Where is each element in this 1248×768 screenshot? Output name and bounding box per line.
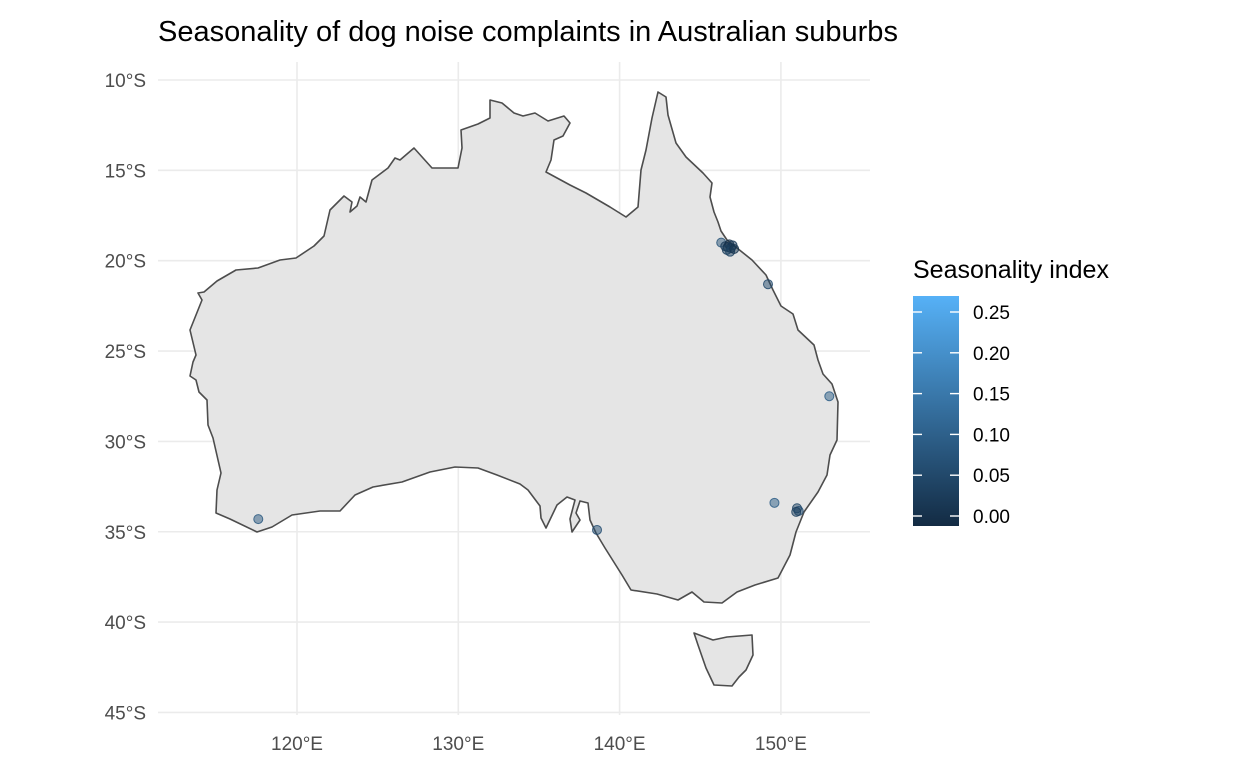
legend-break-label: 0.15	[973, 385, 1010, 406]
legend-colorbar	[913, 296, 959, 526]
legend-break-label: 0.00	[973, 507, 1010, 528]
complaint-point	[769, 497, 780, 508]
x-tick-label: 150°E	[755, 734, 807, 755]
y-tick-label: 30°S	[105, 432, 146, 453]
x-axis-tick-labels: 120°E 130°E 140°E 150°E	[271, 734, 807, 755]
chart-title: Seasonality of dog noise complaints in A…	[158, 16, 898, 48]
australia-mainland	[189, 91, 839, 604]
complaint-point	[824, 391, 835, 402]
complaint-point	[592, 524, 603, 535]
legend-break-label: 0.25	[973, 303, 1010, 324]
landmass	[189, 91, 839, 687]
complaint-points	[253, 237, 835, 535]
legend-title: Seasonality index	[913, 256, 1109, 284]
legend-break-label: 0.10	[973, 425, 1010, 446]
legend: Seasonality index 0.000.050.100.150.200.…	[913, 256, 1109, 528]
legend-break-label: 0.05	[973, 466, 1010, 487]
tasmania	[693, 632, 754, 687]
y-tick-label: 15°S	[105, 161, 146, 182]
x-tick-label: 140°E	[594, 734, 646, 755]
x-tick-label: 120°E	[271, 734, 323, 755]
y-tick-label: 35°S	[105, 523, 146, 544]
y-tick-label: 10°S	[105, 71, 146, 92]
y-tick-label: 25°S	[105, 342, 146, 363]
legend-breaks: 0.00 0.05 0.10 0.15 0.20 0.25	[913, 303, 1010, 528]
y-tick-label: 40°S	[105, 613, 146, 634]
y-axis-tick-labels: 10°S 15°S 20°S 25°S 30°S 35°S 40°S 45°S	[105, 71, 146, 724]
complaint-point	[791, 506, 802, 517]
y-tick-label: 45°S	[105, 703, 146, 724]
y-tick-label: 20°S	[105, 252, 146, 273]
legend-break-label: 0.20	[973, 344, 1010, 365]
x-tick-label: 130°E	[432, 734, 484, 755]
complaint-point	[762, 279, 773, 290]
complaint-point	[253, 514, 264, 525]
complaint-point	[729, 243, 740, 254]
